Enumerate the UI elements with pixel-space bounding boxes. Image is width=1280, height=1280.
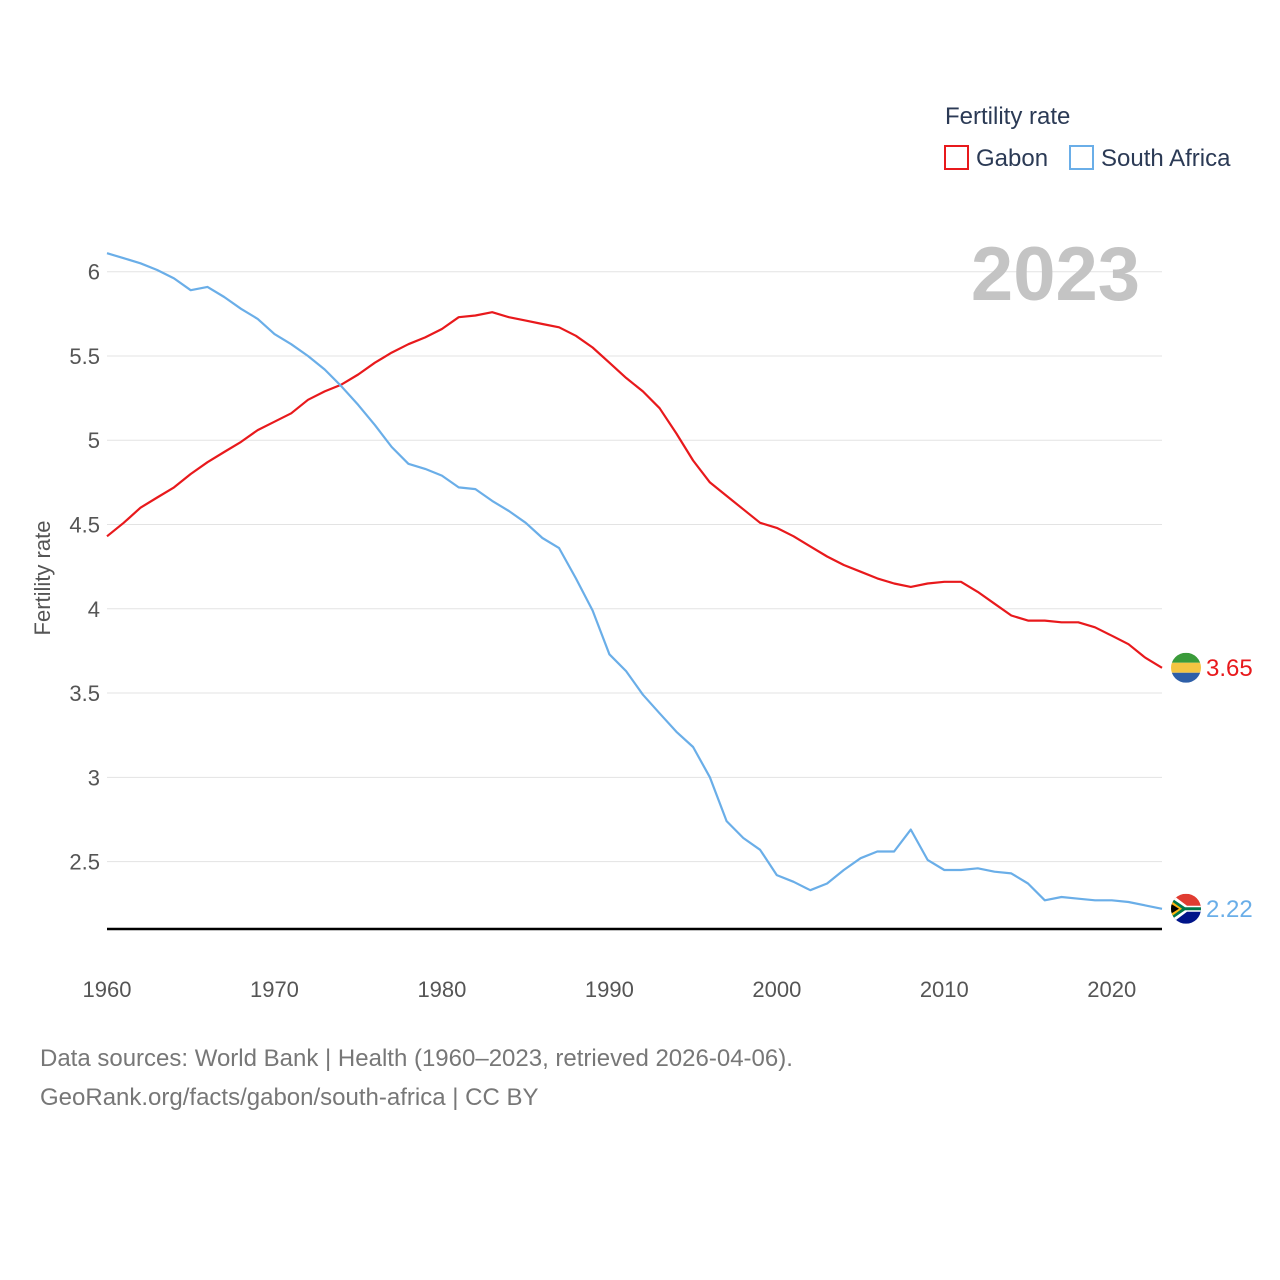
legend-swatch-gabon[interactable] [944,145,969,170]
y-tick-label: 2.5 [69,850,100,875]
legend: Fertility rate Gabon South Africa [944,103,1231,172]
legend-label-gabon[interactable]: Gabon [976,145,1048,172]
series-line-south-africa[interactable] [106,252,1163,910]
y-tick-label: 5 [88,428,100,453]
y-tick-label: 5.5 [69,344,100,369]
y-tick-label: 3 [88,765,100,790]
y-axis-title: Fertility rate [30,521,55,636]
end-label-south-africa: 2.22 [1206,896,1253,923]
legend-title: Fertility rate [945,103,1070,130]
y-tick-label: 6 [88,260,100,285]
fertility-rate-chart: Fertility rate Gabon South Africa 2.5 3 3.… [30,103,1253,1002]
series-line-gabon[interactable] [106,311,1163,669]
x-tick-label: 2000 [752,977,801,1002]
end-label-gabon: 3.65 [1206,655,1253,682]
legend-label-south-africa[interactable]: South Africa [1101,145,1231,172]
footer-sources: Data sources: World Bank | Health (1960–… [40,1045,793,1072]
footer-attribution-link[interactable]: GeoRank.org/facts/gabon/south-africa | C… [40,1084,539,1111]
y-tick-label: 4 [88,597,100,622]
x-tick-label: 2020 [1087,977,1136,1002]
x-tick-label: 1990 [585,977,634,1002]
x-axis-ticks: 1960 1970 1980 1990 2000 2010 2020 [83,977,1137,1002]
y-axis-ticks: 2.5 3 3.5 4 4.5 5 5.5 6 [69,260,100,875]
x-tick-label: 1960 [83,977,132,1002]
year-label: 2023 [971,232,1140,317]
gridlines [107,271,1162,863]
south-africa-flag-icon [1171,893,1201,924]
x-tick-label: 2010 [920,977,969,1002]
legend-swatch-south-africa[interactable] [1069,145,1094,170]
x-tick-label: 1970 [250,977,299,1002]
series-lines [106,252,1163,910]
y-tick-label: 3.5 [69,681,100,706]
y-tick-label: 4.5 [69,513,100,538]
end-markers: 3.65 2.22 [1171,652,1253,924]
gabon-flag-icon [1171,652,1201,683]
x-tick-label: 1980 [417,977,466,1002]
